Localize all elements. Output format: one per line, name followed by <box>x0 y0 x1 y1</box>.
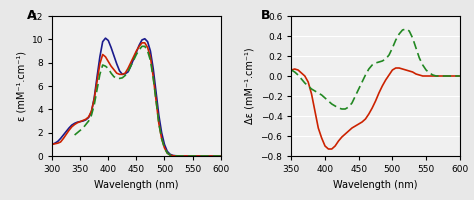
Y-axis label: Δε (mM⁻¹.cm⁻¹): Δε (mM⁻¹.cm⁻¹) <box>245 48 255 124</box>
Text: A: A <box>27 9 36 22</box>
X-axis label: Wavelength (nm): Wavelength (nm) <box>94 180 179 190</box>
Y-axis label: ε (mM⁻¹.cm⁻¹): ε (mM⁻¹.cm⁻¹) <box>16 51 26 121</box>
X-axis label: Wavelength (nm): Wavelength (nm) <box>333 180 418 190</box>
Text: B: B <box>261 9 271 22</box>
